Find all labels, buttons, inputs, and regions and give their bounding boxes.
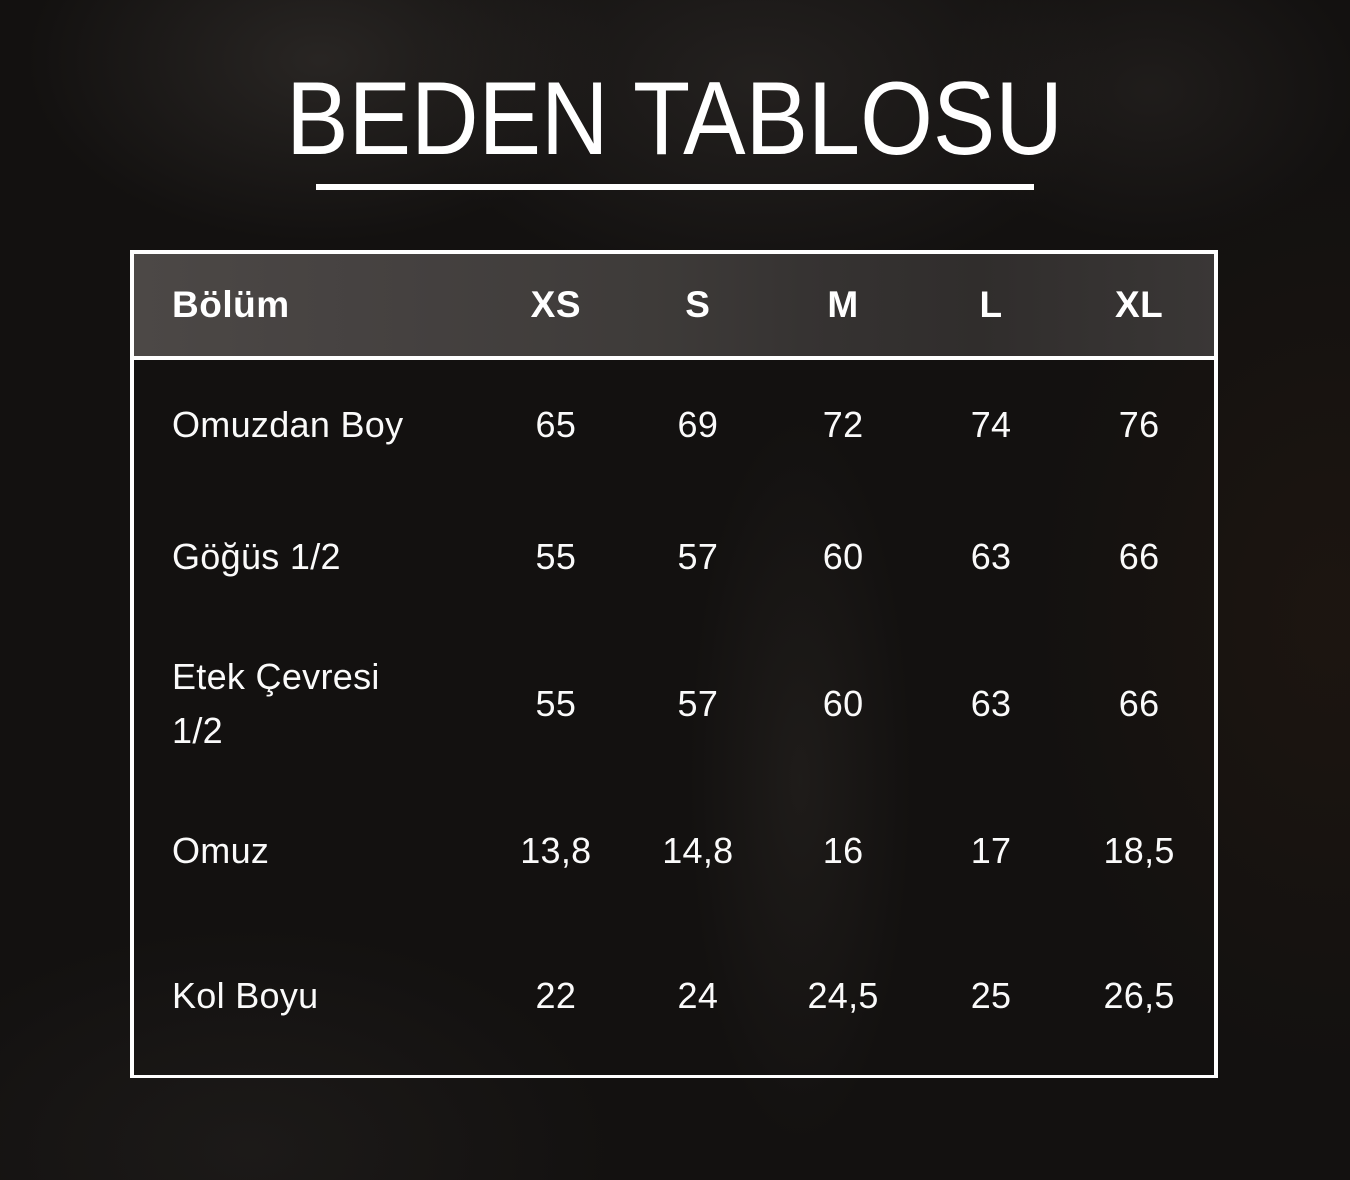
table-row-omuzdan-boy: Omuzdan Boy 65 69 72 74 76 [132,358,1216,490]
cell-value: 63 [970,535,1012,577]
cell-value: 57 [677,535,719,577]
row-label: Etek Çevresi 1/2 [132,623,484,785]
page-title: BEDEN TABLOSU [286,61,1064,177]
cell-value: 72 [822,404,864,446]
table-row-etek-cevresi: Etek Çevresi 1/2 55 57 60 63 66 [132,623,1216,785]
header-cell-xl: XL [1114,284,1164,325]
header-cell-m: M [827,284,859,325]
row-label: Omuz [132,784,484,916]
header-cell-s: S [685,284,711,325]
cell-value: 24 [677,974,719,1016]
title-underline [316,184,1034,191]
size-chart-table: Bölüm XS S M L XL Omuzdan Boy 65 69 72 7… [130,250,1218,1078]
row-label-text: Omuzdan Boy [172,404,404,446]
row-label: Göğüs 1/2 [132,490,484,622]
row-label-text: Omuz [172,829,270,871]
cell-value: 69 [677,404,719,446]
cell-value: 74 [970,404,1012,446]
cell-value: 18,5 [1103,829,1175,871]
cell-value: 66 [1118,535,1160,577]
cell-value: 17 [970,829,1012,871]
cell-value: 63 [970,682,1012,724]
cell-value: 16 [822,829,864,871]
size-chart-title-block: BEDEN TABLOSU [0,61,1350,191]
row-label-text: Kol Boyu [172,974,319,1016]
table-row-omuz: Omuz 13,8 14,8 16 17 18,5 [132,784,1216,916]
cell-value: 66 [1118,682,1160,724]
cell-value: 76 [1118,404,1160,446]
row-label: Kol Boyu [132,917,484,1077]
table-row-kol-boyu: Kol Boyu 22 24 24,5 25 26,5 [132,917,1216,1077]
cell-value: 65 [535,404,577,446]
row-label-line2: 1/2 [172,709,223,751]
cell-value: 57 [677,682,719,724]
header-cell-xs: XS [530,284,582,325]
header-cell-bolum: Bölüm [172,284,290,325]
header-cell-l: L [979,284,1003,325]
cell-value: 13,8 [520,829,592,871]
cell-value: 55 [535,535,577,577]
table-header-row: Bölüm XS S M L XL [132,252,1216,358]
cell-value: 14,8 [662,829,734,871]
cell-value: 24,5 [807,974,879,1016]
cell-value: 55 [535,682,577,724]
cell-value: 25 [970,974,1012,1016]
cell-value: 26,5 [1103,974,1175,1016]
table-row-gogus: Göğüs 1/2 55 57 60 63 66 [132,490,1216,622]
cell-value: 60 [822,535,864,577]
row-label-text: Etek Çevresi [172,655,380,697]
cell-value: 60 [822,682,864,724]
cell-value: 22 [535,974,577,1016]
row-label: Omuzdan Boy [132,358,484,490]
row-label-text: Göğüs 1/2 [172,535,341,577]
